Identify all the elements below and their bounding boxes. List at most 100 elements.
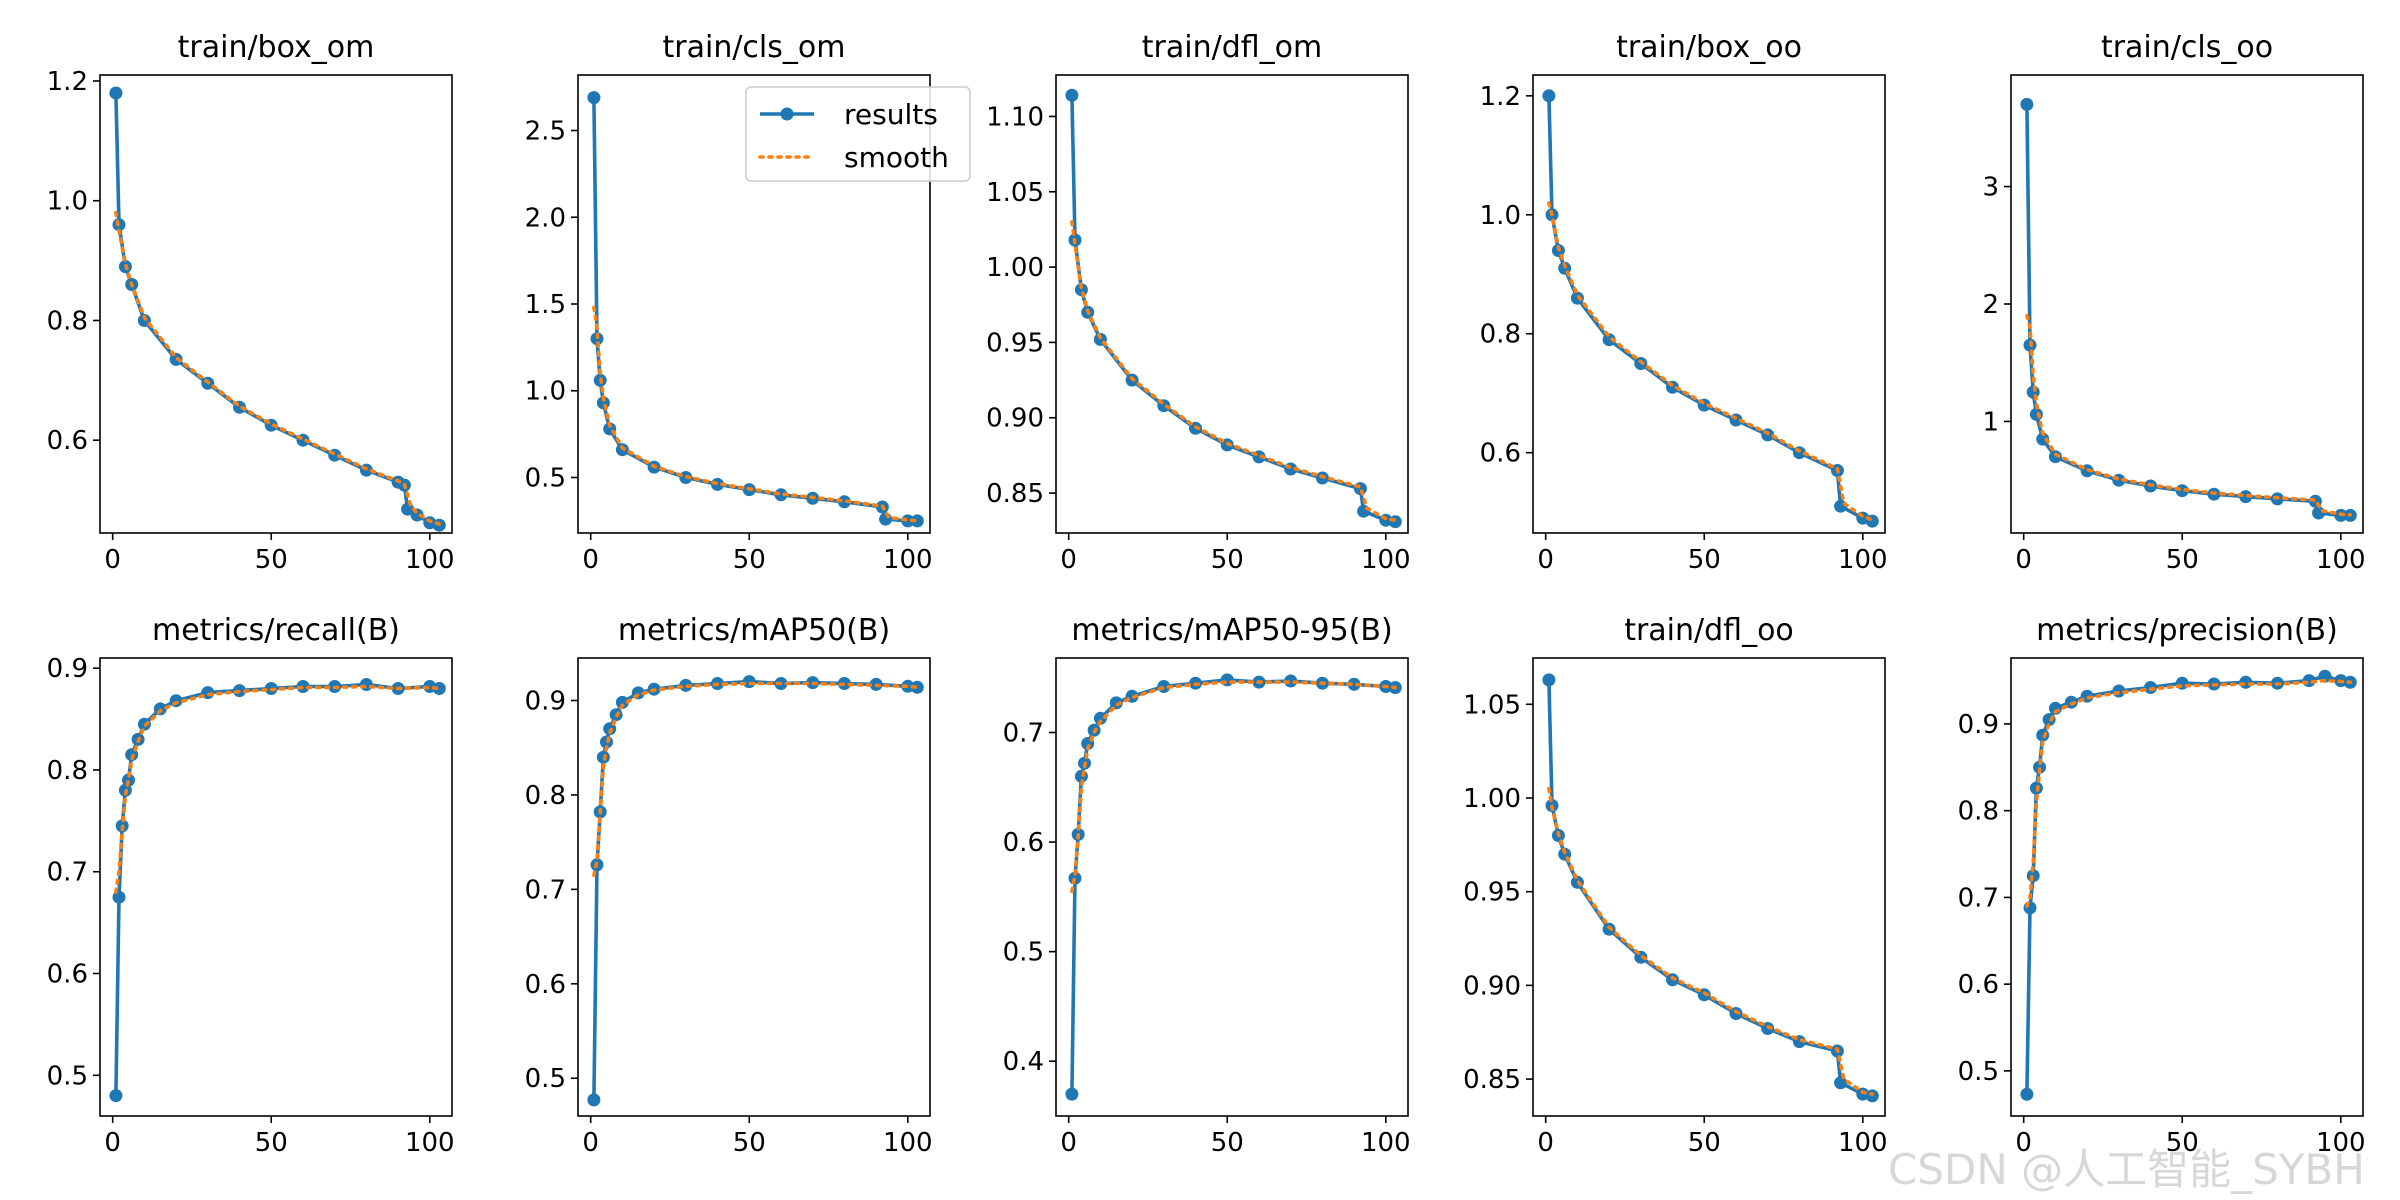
legend-marker-results	[780, 107, 794, 121]
y-tick-label: 0.7	[525, 875, 566, 905]
data-point-results	[109, 86, 123, 100]
data-point-results	[1542, 89, 1556, 103]
data-point-results	[742, 675, 756, 689]
data-point-results	[901, 514, 915, 528]
plot-frame	[2010, 657, 2364, 1117]
series-line-smooth	[1547, 201, 1875, 522]
subplot-title: train/cls_om	[663, 30, 846, 65]
series-line-results	[1070, 678, 1396, 1095]
x-tick-label: 100	[405, 1128, 455, 1158]
y-tick-label: 1.00	[986, 253, 1044, 283]
data-point-results	[2048, 450, 2062, 464]
y-tick-label: 2.0	[525, 203, 566, 233]
x-tick-label: 0	[582, 1128, 599, 1158]
y-tick-label: 0.6	[47, 426, 88, 456]
subplot-title: train/dfl_om	[1142, 30, 1322, 65]
y-tick-label: 0.8	[47, 306, 88, 336]
x-tick-label: 0	[104, 545, 121, 575]
y-tick-label: 0.90	[1463, 971, 1521, 1001]
x-tick-label: 50	[255, 1128, 288, 1158]
y-tick-label: 0.95	[986, 328, 1044, 358]
y-tick-label: 1.0	[1480, 201, 1521, 231]
data-point-results	[910, 680, 924, 694]
plot-frame	[1055, 657, 1409, 1117]
data-point-results	[359, 678, 373, 691]
data-point-results	[1093, 711, 1107, 725]
subplot-train-cls-oo: train/cls_oo 0 50 100 1 2 3	[1982, 30, 2365, 575]
series-line-results	[114, 682, 440, 1096]
y-tick-label: 0.7	[1003, 719, 1044, 749]
data-point-results	[1220, 673, 1234, 687]
data-point-results	[774, 488, 788, 502]
x-tick-label: 0	[104, 1128, 121, 1158]
x-tick-label: 50	[1211, 545, 1244, 575]
y-tick-label: 0.85	[1463, 1065, 1521, 1095]
data-point-results	[1357, 504, 1371, 518]
x-tick-label: 50	[255, 545, 288, 575]
y-tick-label: 0.6	[525, 970, 566, 1000]
data-point-results	[1865, 1089, 1879, 1103]
data-point-results	[1109, 696, 1123, 710]
subplot-train-box-om: train/box_om 0 50 100 0.6 0.8 1.0 1.2	[47, 30, 455, 575]
data-point-results	[1065, 88, 1079, 102]
legend: results smooth	[745, 86, 971, 182]
series-line-results	[592, 679, 918, 1100]
x-tick-label: 50	[1688, 1128, 1721, 1158]
plot-frame	[577, 657, 931, 1117]
plot-frame	[1532, 74, 1886, 534]
subplot-metrics-map50-b: metrics/mAP50(B) 0 50 100 0.5 0.6 0.7 0.8 0.9	[525, 613, 933, 1158]
subplot-title: train/cls_oo	[2101, 30, 2273, 65]
x-tick-label: 50	[733, 1128, 766, 1158]
y-tick-label: 0.5	[525, 463, 566, 493]
plot-frame	[99, 74, 453, 534]
y-tick-label: 1	[1982, 407, 1999, 437]
subplot-title: metrics/precision(B)	[2036, 613, 2338, 648]
plot-frame	[1055, 74, 1409, 534]
legend-label-results: results	[844, 98, 938, 131]
data-point-results	[2020, 1087, 2034, 1101]
y-tick-label: 0.8	[1480, 320, 1521, 350]
data-point-results	[2029, 407, 2043, 421]
legend-label-smooth: smooth	[844, 141, 949, 174]
watermark-text: CSDN @人工智能_SYBH	[1888, 1145, 2365, 1194]
y-tick-label: 0.5	[1003, 938, 1044, 968]
data-point-results	[112, 890, 126, 904]
subplot-title: train/box_om	[178, 30, 375, 65]
data-point-results	[2239, 490, 2253, 504]
y-tick-label: 0.7	[47, 858, 88, 888]
series-line-smooth	[592, 681, 920, 878]
y-tick-label: 0.9	[47, 654, 88, 684]
x-tick-label: 0	[1060, 545, 1077, 575]
y-tick-label: 1.00	[1463, 784, 1521, 814]
x-tick-label: 0	[2015, 1128, 2032, 1158]
data-point-results	[109, 1089, 123, 1103]
data-point-results	[837, 495, 851, 509]
series-line-results	[2025, 674, 2351, 1095]
y-tick-label: 0.95	[1463, 878, 1521, 908]
series-line-results	[1547, 95, 1873, 523]
subplot-train-box-oo: train/box_oo 0 50 100 0.6 0.8 1.0 1.2	[1480, 30, 1888, 575]
y-tick-label: 1.05	[1463, 690, 1521, 720]
x-tick-label: 100	[1361, 545, 1411, 575]
y-tick-label: 1.5	[525, 290, 566, 320]
y-tick-label: 0.9	[1958, 710, 1999, 740]
data-point-results	[122, 773, 135, 787]
y-tick-label: 1.10	[986, 102, 1044, 132]
subplot-metrics-recall-b: metrics/recall(B) 0 50 100 0.5 0.6 0.7 0.8 0.9	[47, 613, 455, 1158]
x-tick-label: 100	[2316, 545, 2366, 575]
subplot-title: train/dfl_oo	[1624, 613, 1794, 648]
series-line-smooth	[1070, 220, 1398, 523]
y-tick-label: 0.6	[1003, 828, 1044, 858]
data-point-results	[432, 682, 446, 695]
series-line-results	[2025, 104, 2351, 518]
data-point-results	[1602, 333, 1616, 347]
plot-frame	[577, 74, 931, 534]
subplot-title: train/box_oo	[1616, 30, 1802, 65]
y-tick-label: 1.0	[47, 187, 88, 217]
series-line-results	[114, 92, 440, 527]
plot-frame	[1532, 657, 1886, 1117]
series-line-results	[1070, 95, 1396, 524]
series-line-results	[1547, 679, 1873, 1098]
plot-frame	[2010, 74, 2364, 534]
y-tick-label: 0.90	[986, 404, 1044, 434]
